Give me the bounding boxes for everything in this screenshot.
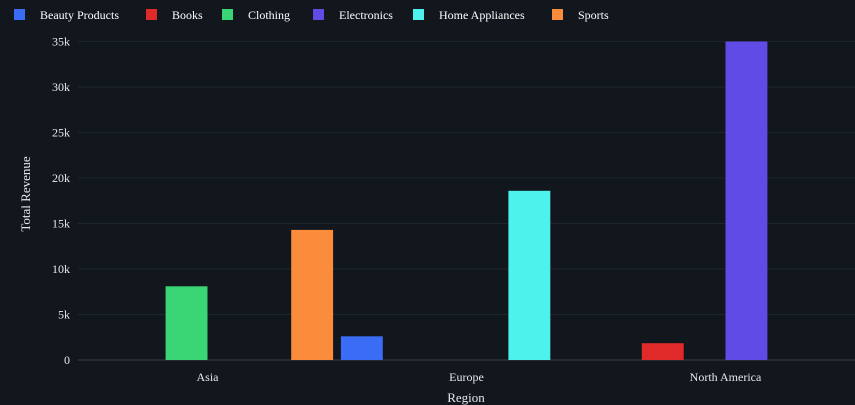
legend-label: Sports (578, 8, 609, 22)
legend-item-books[interactable]: Books (146, 8, 203, 22)
bar-books-north-america[interactable] (641, 343, 684, 360)
legend-item-beauty-products[interactable]: Beauty Products (14, 8, 119, 22)
y-axis-ticks: 0 5k 10k 15k 20k 25k 30k 35k (52, 35, 70, 368)
legend-item-electronics[interactable]: Electronics (313, 8, 393, 22)
y-tick-label: 25k (52, 126, 70, 140)
legend-item-sports[interactable]: Sports (552, 8, 609, 22)
bar-sports-asia[interactable] (291, 229, 334, 360)
legend-item-home-appliances[interactable]: Home Appliances (413, 8, 525, 22)
legend-swatch (552, 9, 563, 20)
bar-home-appliances-europe[interactable] (508, 190, 551, 360)
legend-swatch (313, 9, 324, 20)
x-tick-label: North America (690, 370, 762, 384)
legend: Beauty Products Books Clothing Electronics H… (14, 8, 609, 22)
y-tick-label: 5k (58, 308, 70, 322)
bar-electronics-north-america[interactable] (725, 41, 768, 361)
x-axis-ticks: Asia Europe North America (197, 370, 762, 384)
x-tick-label: Asia (197, 370, 220, 384)
legend-label: Clothing (248, 8, 290, 22)
bars (165, 41, 768, 361)
legend-swatch (413, 9, 424, 20)
x-axis-title: Region (447, 390, 485, 405)
legend-label: Beauty Products (40, 8, 119, 22)
legend-swatch (14, 9, 25, 20)
legend-swatch (222, 9, 233, 20)
legend-swatch (146, 9, 157, 20)
y-tick-label: 10k (52, 262, 70, 276)
y-tick-label: 35k (52, 35, 70, 49)
x-tick-label: Europe (449, 370, 484, 384)
bar-clothing-asia[interactable] (165, 286, 208, 360)
gridlines (78, 41, 855, 361)
y-axis-title: Total Revenue (18, 156, 33, 231)
y-tick-label: 0 (64, 353, 70, 367)
legend-label: Books (172, 8, 203, 22)
y-tick-label: 30k (52, 80, 70, 94)
bar-beauty-products-europe[interactable] (340, 336, 383, 360)
y-tick-label: 20k (52, 171, 70, 185)
legend-label: Home Appliances (439, 8, 525, 22)
y-tick-label: 15k (52, 217, 70, 231)
legend-item-clothing[interactable]: Clothing (222, 8, 290, 22)
legend-label: Electronics (339, 8, 393, 22)
